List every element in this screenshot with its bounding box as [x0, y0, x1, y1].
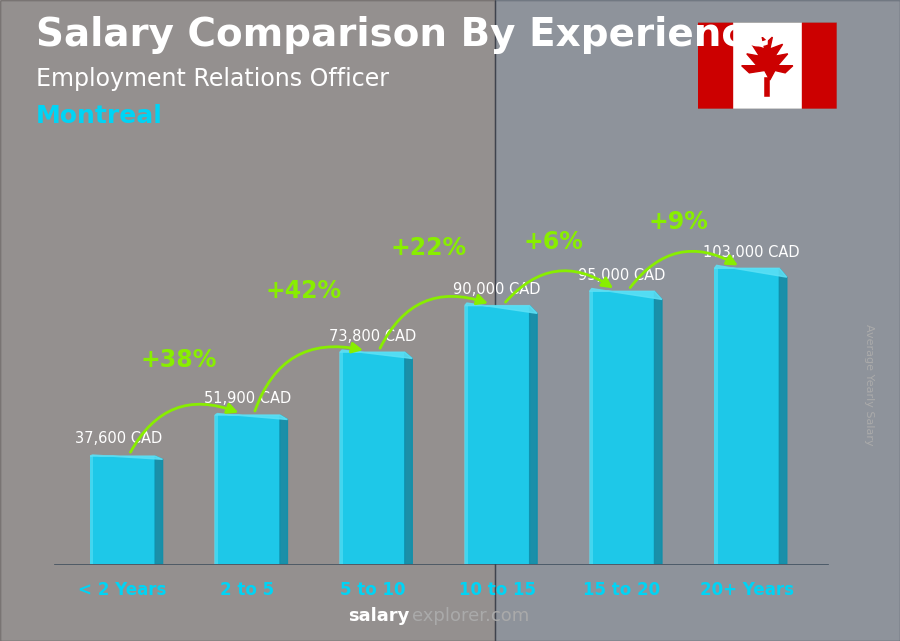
Text: 73,800 CAD: 73,800 CAD [328, 329, 416, 344]
Polygon shape [529, 306, 537, 564]
Bar [715, 269, 779, 564]
Bar [590, 291, 654, 564]
Text: +9%: +9% [648, 210, 708, 234]
Text: 90,000 CAD: 90,000 CAD [454, 282, 541, 297]
Text: 95,000 CAD: 95,000 CAD [579, 268, 666, 283]
Polygon shape [215, 413, 287, 419]
Bar [0, 0, 495, 641]
Text: +42%: +42% [266, 279, 342, 303]
Text: explorer.com: explorer.com [412, 607, 529, 625]
Polygon shape [590, 288, 662, 299]
Text: 37,600 CAD: 37,600 CAD [76, 431, 163, 446]
Text: Average Yearly Salary: Average Yearly Salary [863, 324, 874, 445]
Text: 103,000 CAD: 103,000 CAD [703, 245, 800, 260]
Bar [215, 415, 280, 564]
Text: Employment Relations Officer: Employment Relations Officer [36, 67, 389, 91]
Bar [589, 291, 593, 564]
Polygon shape [405, 352, 412, 564]
Polygon shape [340, 350, 412, 358]
Bar [464, 306, 529, 564]
Text: +38%: +38% [140, 348, 217, 372]
Polygon shape [280, 415, 287, 564]
Text: +22%: +22% [391, 236, 466, 260]
Bar [802, 22, 837, 109]
Bar [698, 22, 733, 109]
Text: +6%: +6% [524, 230, 583, 254]
Bar [340, 352, 405, 564]
Polygon shape [155, 456, 163, 564]
Polygon shape [715, 265, 787, 277]
Text: Salary Comparison By Experience: Salary Comparison By Experience [36, 16, 770, 54]
Polygon shape [779, 269, 787, 564]
Bar [214, 415, 218, 564]
Text: Montreal: Montreal [36, 104, 163, 128]
Polygon shape [90, 455, 163, 460]
Text: salary: salary [348, 607, 410, 625]
Bar [464, 306, 468, 564]
Bar [90, 456, 94, 564]
Text: 51,900 CAD: 51,900 CAD [203, 392, 291, 406]
Polygon shape [742, 37, 793, 80]
Bar [714, 269, 717, 564]
Bar [339, 352, 343, 564]
Bar [90, 456, 155, 564]
Bar [495, 0, 900, 641]
Polygon shape [654, 291, 662, 564]
Polygon shape [464, 303, 537, 313]
